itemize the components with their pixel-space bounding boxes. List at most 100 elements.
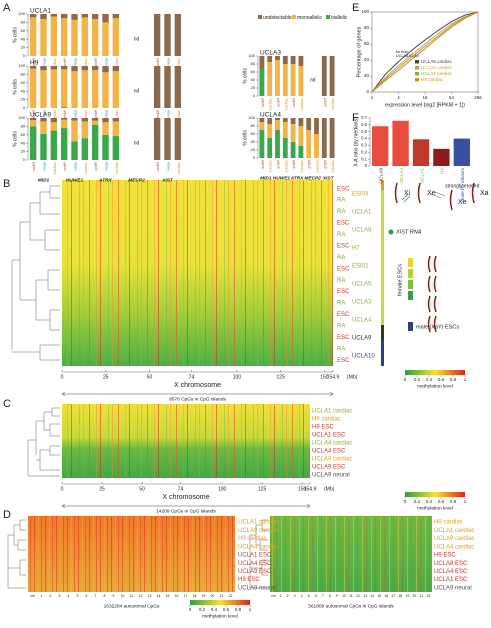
bar-segment xyxy=(29,66,37,69)
row-label: UCLA1 cardiac xyxy=(434,528,474,534)
bar-label: Cardiac xyxy=(300,98,304,111)
row-label: H9 ESC xyxy=(238,577,260,583)
y-tick-label: 40 xyxy=(251,77,256,82)
bar-label: undiff xyxy=(323,160,327,169)
bar-segment xyxy=(112,14,120,19)
y-tick-label: 40 xyxy=(21,36,26,41)
chr-tick: chr xyxy=(30,594,36,598)
chr-tick: chr xyxy=(271,594,277,598)
bar-segment xyxy=(259,122,265,130)
x-tick-label: 0 xyxy=(61,374,64,380)
bar-segment xyxy=(60,14,68,19)
bar-label: undiff xyxy=(63,58,67,67)
heatmap-b-texture xyxy=(62,180,333,366)
legend-tick-label: 0 xyxy=(189,607,192,612)
row-label: UCLA4 cardiac xyxy=(238,544,278,550)
bar-label: Cardiac xyxy=(269,160,273,173)
y-tick-label: 100 xyxy=(18,115,25,120)
row-cell-line: H7 xyxy=(352,246,360,252)
plot-title: H9 xyxy=(30,60,39,67)
bar-segment xyxy=(267,124,273,138)
bar-segment xyxy=(314,134,319,158)
heatmap-sublabel: 561809 autosomal CpGs in CpG islands xyxy=(308,603,394,609)
y-tick-label: 80 xyxy=(21,123,26,128)
row-medium: RA xyxy=(337,346,345,352)
x-tick-label: 0 xyxy=(61,486,64,492)
bar-label: Cardiac xyxy=(53,58,57,71)
bar-label: Cardiac xyxy=(177,162,181,175)
axis-arrow xyxy=(61,391,334,397)
chr-tick: 15 xyxy=(377,594,381,598)
bar-label: undiff xyxy=(261,160,265,169)
legend-tick-label: 0.8 xyxy=(450,377,457,382)
bar-segment xyxy=(29,68,37,108)
bar-segment xyxy=(267,138,273,158)
bar-label: undiff xyxy=(32,58,36,67)
bar-label: Cardiac xyxy=(84,58,88,71)
legend-swatch xyxy=(292,15,296,19)
y-tick-label: 40 xyxy=(21,140,26,145)
x-unit: (Mb) xyxy=(347,374,358,380)
legend-label: monoallelic xyxy=(297,15,323,21)
bar-label: undiff xyxy=(94,110,98,119)
chr-tick: 7 xyxy=(322,594,324,598)
bar-segment xyxy=(60,66,68,70)
bar-segment xyxy=(81,17,89,56)
chr-tick: 19 xyxy=(405,594,409,598)
bar-segment xyxy=(50,66,58,70)
bar-segment xyxy=(306,118,312,130)
bar-label: Hepa xyxy=(42,110,46,119)
chr-tick: 22 xyxy=(229,594,233,598)
x-tick-label: 25 xyxy=(103,374,109,380)
bar-segment xyxy=(29,14,37,18)
plot-title: UCLA1 xyxy=(30,8,51,15)
bar-segment xyxy=(275,60,280,96)
x-tick-label: 4 xyxy=(397,95,400,100)
bar-segment xyxy=(329,56,335,96)
bar-segment xyxy=(112,71,120,108)
y-tick-label: 60 xyxy=(21,80,26,85)
bar-segment xyxy=(40,121,47,134)
row-label: UCLA9 neural xyxy=(238,585,276,591)
bar-segment xyxy=(298,56,304,66)
y-axis-label: % cells xyxy=(242,68,248,84)
bar-segment xyxy=(91,19,99,56)
bar-segment xyxy=(298,146,304,158)
bar-label: undiff xyxy=(156,110,160,119)
nd-label: nd xyxy=(134,141,140,147)
bar-segment xyxy=(298,118,304,126)
bar-segment xyxy=(164,14,171,56)
bar-label: undiff xyxy=(63,162,67,171)
legend-tick-label: 0.6 xyxy=(223,607,230,612)
y-tick-label: 0.4 xyxy=(361,136,367,141)
row-label: UCLA9 neural xyxy=(312,473,350,479)
row-label: UCLA1 ESC xyxy=(238,553,272,559)
legend-title: methylation level xyxy=(417,383,453,389)
bar-label: Hepa xyxy=(104,58,108,67)
legend-swatch xyxy=(326,15,330,19)
chr-tick: 6 xyxy=(315,594,317,598)
x-tick-label: 50 xyxy=(139,486,145,492)
chr-tick: 22 xyxy=(427,594,431,598)
chr-tick: 14 xyxy=(370,594,374,598)
y-tick-label: 100 xyxy=(248,53,255,58)
bar-segment xyxy=(71,120,78,142)
bar-label: Cardiac xyxy=(115,162,119,175)
bar-label: Hepa xyxy=(73,58,77,67)
bar-segment xyxy=(71,141,78,160)
legend-tick-label: 1 xyxy=(464,499,467,504)
y-tick-label: 60 xyxy=(251,131,256,136)
bar-label: Cardiac xyxy=(84,110,88,123)
panel-letter: A xyxy=(3,2,11,14)
legend-swatch xyxy=(415,66,419,70)
plot-title: UCLA9 xyxy=(30,112,51,119)
bar-segment xyxy=(50,69,58,108)
chr-tick: 20 xyxy=(211,594,215,598)
legend-tick-label: 0.2 xyxy=(199,607,206,612)
bar-segment xyxy=(40,66,47,71)
bar xyxy=(392,120,409,166)
legend-label: undetectable xyxy=(263,15,292,21)
bar-segment xyxy=(275,120,280,130)
y-axis-label: X-A ratio (by medians) xyxy=(353,117,359,167)
